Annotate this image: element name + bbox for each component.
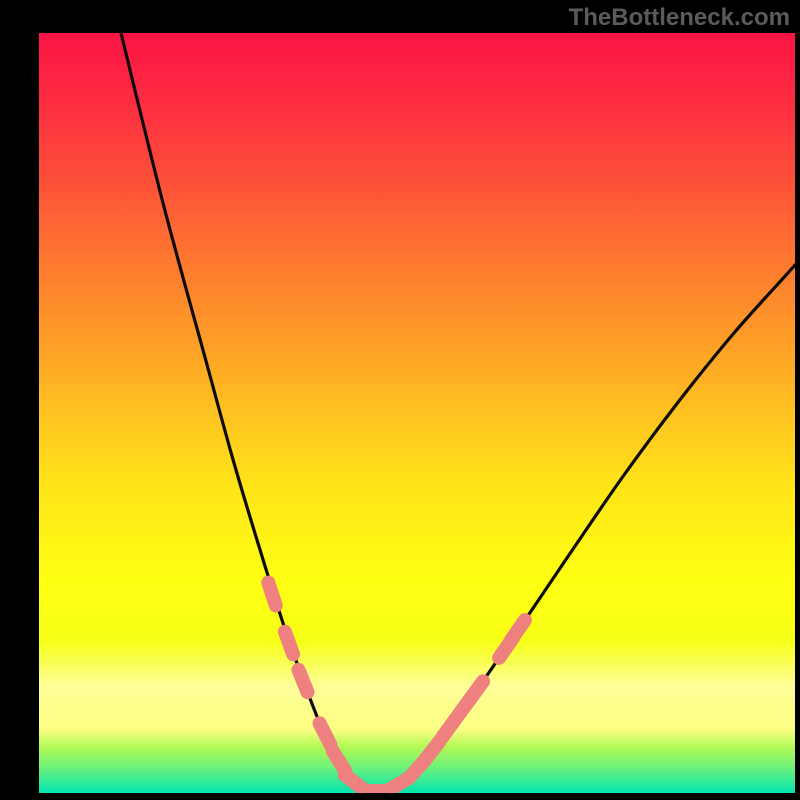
chart-container: TheBottleneck.com [0, 0, 800, 800]
curve-marker [335, 765, 374, 799]
curve-marker [459, 672, 493, 711]
curve-marker [259, 574, 284, 614]
curve-marker [289, 661, 316, 701]
bottleneck-curve [113, 0, 795, 793]
watermark-text: TheBottleneck.com [569, 4, 790, 32]
chart-overlay-svg [0, 0, 800, 800]
curve-marker [276, 623, 302, 663]
chart-plot-group [113, 0, 795, 800]
curve-marker [501, 610, 534, 649]
marker-group [259, 574, 534, 800]
